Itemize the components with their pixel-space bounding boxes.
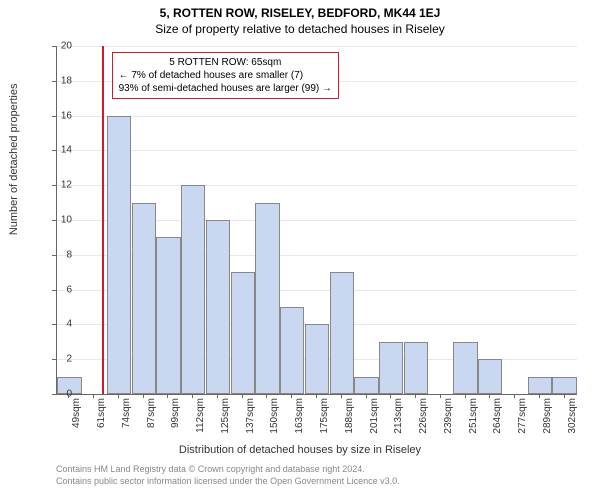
x-tick-label: 49sqm	[71, 398, 82, 428]
x-tick-mark	[68, 394, 69, 398]
x-tick-label: 61sqm	[96, 398, 107, 428]
y-tick-mark	[52, 324, 56, 325]
x-tick-mark	[217, 394, 218, 398]
annotation-line-2: ← 7% of detached houses are smaller (7)	[119, 69, 332, 82]
x-tick-label: 213sqm	[393, 398, 404, 434]
x-tick-label: 163sqm	[294, 398, 305, 434]
annotation-line-3: 93% of semi-detached houses are larger (…	[119, 82, 332, 95]
x-tick-mark	[415, 394, 416, 398]
x-tick-mark	[465, 394, 466, 398]
histogram-bar	[305, 324, 329, 394]
histogram-bar	[132, 203, 156, 394]
y-tick-mark	[52, 290, 56, 291]
y-axis-label: Number of detached properties	[8, 84, 20, 236]
x-tick-label: 137sqm	[245, 398, 256, 434]
x-tick-label: 302sqm	[567, 398, 578, 434]
footer-line-2: Contains public sector information licen…	[56, 476, 400, 488]
x-axis-label: Distribution of detached houses by size …	[0, 444, 600, 456]
x-tick-label: 226sqm	[418, 398, 429, 434]
x-tick-label: 87sqm	[146, 398, 157, 428]
histogram-bar	[478, 359, 502, 394]
histogram-bar	[280, 307, 304, 394]
y-tick-mark	[52, 359, 56, 360]
x-tick-label: 264sqm	[492, 398, 503, 434]
grid-line	[57, 46, 577, 47]
histogram-bar	[354, 377, 378, 394]
annotation-box: 5 ROTTEN ROW: 65sqm← 7% of detached hous…	[112, 52, 339, 99]
y-tick-mark	[52, 81, 56, 82]
x-tick-label: 201sqm	[369, 398, 380, 434]
grid-line	[57, 150, 577, 151]
x-tick-mark	[167, 394, 168, 398]
grid-line	[57, 116, 577, 117]
histogram-bar	[181, 185, 205, 394]
x-tick-label: 112sqm	[195, 398, 206, 433]
x-tick-mark	[291, 394, 292, 398]
histogram-bar	[330, 272, 354, 394]
histogram-bar	[255, 203, 279, 394]
x-tick-mark	[539, 394, 540, 398]
page-title-address: 5, ROTTEN ROW, RISELEY, BEDFORD, MK44 1E…	[0, 0, 600, 20]
histogram-bar	[453, 342, 477, 394]
histogram-bar	[379, 342, 403, 394]
histogram-bar	[231, 272, 255, 394]
histogram-bar	[404, 342, 428, 394]
x-tick-mark	[564, 394, 565, 398]
histogram-bar	[156, 237, 180, 394]
x-tick-label: 277sqm	[517, 398, 528, 434]
y-tick-mark	[52, 220, 56, 221]
x-tick-mark	[489, 394, 490, 398]
footer-attribution: Contains HM Land Registry data © Crown c…	[56, 464, 400, 487]
histogram-bar	[107, 116, 131, 394]
histogram-bar	[206, 220, 230, 394]
x-tick-mark	[316, 394, 317, 398]
x-tick-mark	[440, 394, 441, 398]
x-tick-label: 74sqm	[121, 398, 132, 428]
y-tick-mark	[52, 46, 56, 47]
x-tick-mark	[143, 394, 144, 398]
annotation-line-1: 5 ROTTEN ROW: 65sqm	[119, 56, 332, 69]
x-tick-label: 289sqm	[542, 398, 553, 434]
x-tick-mark	[366, 394, 367, 398]
x-tick-label: 150sqm	[269, 398, 280, 434]
property-marker-line	[102, 46, 104, 394]
x-tick-mark	[118, 394, 119, 398]
histogram-bar	[552, 377, 576, 394]
x-tick-label: 188sqm	[344, 398, 355, 434]
page-subtitle: Size of property relative to detached ho…	[0, 20, 600, 36]
chart-plot-area: 5 ROTTEN ROW: 65sqm← 7% of detached hous…	[56, 46, 577, 395]
x-tick-label: 175sqm	[319, 398, 330, 434]
x-tick-mark	[93, 394, 94, 398]
x-tick-mark	[192, 394, 193, 398]
x-tick-mark	[341, 394, 342, 398]
grid-line	[57, 185, 577, 186]
x-tick-mark	[266, 394, 267, 398]
y-tick-mark	[52, 185, 56, 186]
x-tick-label: 239sqm	[443, 398, 454, 434]
x-tick-label: 251sqm	[468, 398, 479, 434]
footer-line-1: Contains HM Land Registry data © Crown c…	[56, 464, 400, 476]
x-tick-mark	[242, 394, 243, 398]
x-tick-label: 99sqm	[170, 398, 181, 428]
x-tick-label: 125sqm	[220, 398, 231, 434]
x-tick-mark	[390, 394, 391, 398]
y-tick-mark	[52, 116, 56, 117]
y-tick-mark	[52, 394, 56, 395]
x-tick-mark	[514, 394, 515, 398]
y-tick-mark	[52, 255, 56, 256]
y-tick-mark	[52, 150, 56, 151]
histogram-bar	[528, 377, 552, 394]
